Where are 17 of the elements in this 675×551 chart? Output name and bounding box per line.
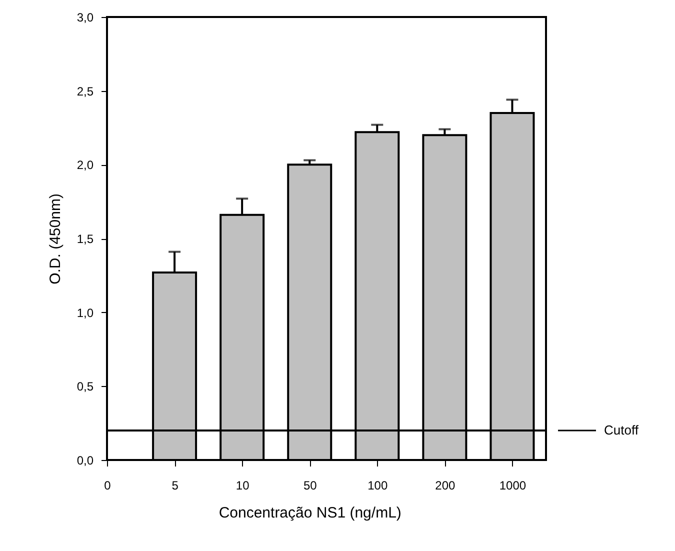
- y-axis-title: O.D. (450nm): [46, 194, 64, 284]
- x-tick-label: 200: [435, 478, 456, 492]
- ref-line-label: Cutoff: [604, 422, 639, 438]
- y-tick-label: 0,5: [76, 380, 94, 394]
- y-tick-label: 0,0: [76, 454, 94, 468]
- y-tick-label: 2,0: [76, 158, 94, 172]
- x-axis-title: Concentração NS1 (ng/mL): [218, 504, 402, 522]
- x-tick-label: 5: [172, 478, 179, 492]
- y-tick-label: 2,5: [76, 84, 94, 98]
- x-tick-label: 0: [104, 478, 112, 492]
- x-tick-label: 10: [236, 478, 250, 492]
- y-tick-label: 3,0: [76, 10, 94, 24]
- x-tick-label: 50: [303, 478, 318, 492]
- y-tick-label: 1,5: [76, 232, 94, 246]
- x-tick-label: 1000: [499, 478, 526, 492]
- y-tick-label: 1,0: [76, 306, 94, 320]
- x-tick-label: 100: [368, 478, 388, 492]
